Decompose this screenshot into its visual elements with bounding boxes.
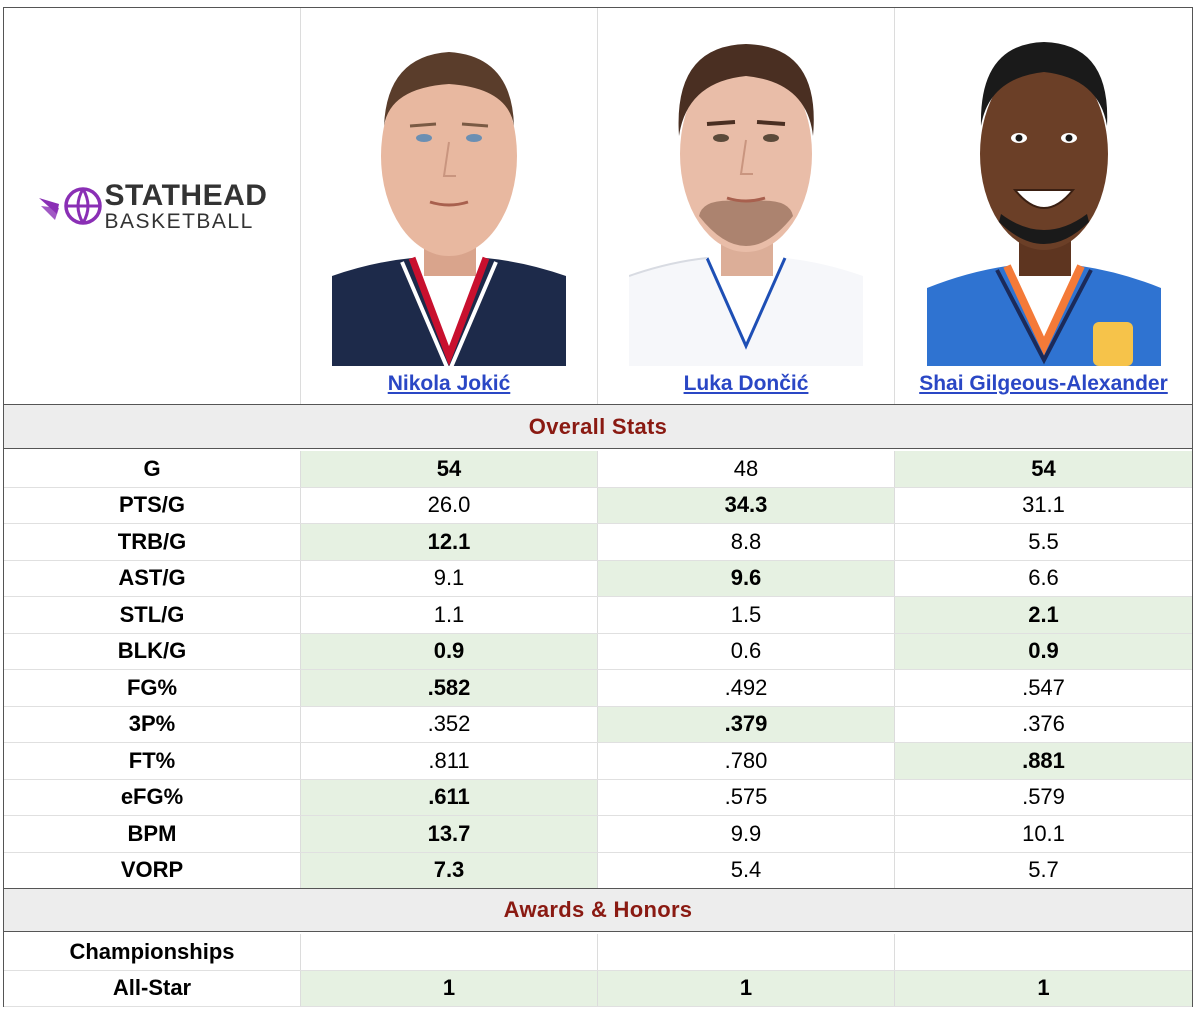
player-column-1: Nikola Jokić [301, 8, 598, 404]
stat-value: 0.6 [598, 633, 895, 669]
row-label: G [4, 451, 301, 487]
stat-value: 54 [895, 451, 1192, 487]
stat-value: 5.4 [598, 852, 895, 888]
player-column-2: Luka Dončić [598, 8, 895, 404]
stat-value: 9.9 [598, 816, 895, 852]
row-label: PTS/G [4, 487, 301, 523]
stat-value: .780 [598, 743, 895, 779]
stat-value: 34.3 [598, 487, 895, 523]
section-title: Overall Stats [528, 413, 668, 439]
table-row: AST/G 9.1 9.6 6.6 [4, 560, 1192, 597]
stat-value: 10.1 [1022, 820, 1065, 846]
row-label: BLK/G [4, 633, 301, 669]
row-label: AST/G [4, 560, 301, 596]
section-title: Awards & Honors [503, 897, 693, 922]
stat-value: 8.8 [598, 524, 895, 560]
comparison-table: STATHEAD BASKETBALL Nikola [3, 7, 1193, 1007]
player-header-row: STATHEAD BASKETBALL Nikola [4, 8, 1192, 405]
stat-value: 5.7 [1028, 857, 1059, 883]
table-row: TRB/G 12.1 8.8 5.5 [4, 524, 1192, 561]
row-label: Championships [4, 934, 301, 970]
stat-value: 26.0 [301, 487, 598, 523]
row-label: FT% [4, 743, 301, 779]
stat-value: 13.7 [301, 816, 598, 852]
table-row: eFG% .611.575 .579 [4, 779, 1192, 816]
stat-value: 9.1 [301, 560, 598, 596]
table-row: 3P% .352.379 .376 [4, 706, 1192, 743]
logo-wordmark-top: STATHEAD [104, 178, 268, 212]
stat-value: 9.6 [598, 560, 895, 596]
stat-value: 0.9 [301, 633, 598, 669]
stat-value: 1.1 [301, 597, 598, 633]
table-row: STL/G 1.1 1.5 2.1 [4, 597, 1192, 634]
stat-value: .379 [598, 706, 895, 742]
row-label: STL/G [4, 597, 301, 633]
stat-value: .492 [598, 670, 895, 706]
player-photo-doncic [629, 26, 863, 366]
stat-value: 6.6 [1028, 565, 1059, 591]
stat-value: 1 [895, 970, 1192, 1006]
row-label: VORP [4, 852, 301, 888]
awards-header: Awards & Honors [4, 888, 1192, 932]
stat-value [301, 934, 598, 970]
stat-value: 2.1 [895, 597, 1192, 633]
logo-wordmark-bottom: BASKETBALL [104, 209, 254, 233]
table-row: VORP 7.3 5.4 5.7 [4, 852, 1192, 889]
row-label: FG% [4, 670, 301, 706]
logo-cell: STATHEAD BASKETBALL [4, 8, 301, 404]
player-photo-jokic [332, 26, 566, 366]
overall-stats-header: Overall Stats [4, 405, 1192, 449]
stat-value: 48 [598, 451, 895, 487]
row-label: TRB/G [4, 524, 301, 560]
stat-value: .579 [1022, 784, 1065, 810]
stat-value: .376 [1022, 711, 1065, 737]
stat-value [895, 934, 1192, 970]
stat-value: .575 [598, 779, 895, 815]
stat-value: 1.5 [598, 597, 895, 633]
stat-value: .611 [301, 779, 598, 815]
stat-value: 1 [598, 970, 895, 1006]
player-column-3: Shai Gilgeous-Alexander [895, 8, 1192, 404]
stat-value: 54 [301, 451, 598, 487]
row-label: All-Star [4, 970, 301, 1006]
stat-value: .881 [895, 743, 1192, 779]
player-link-doncic[interactable]: Luka Dončić [683, 372, 809, 395]
stat-value: 1 [301, 970, 598, 1006]
player-link-jokic[interactable]: Nikola Jokić [387, 372, 511, 395]
stat-value [598, 934, 895, 970]
table-row: G 54 48 54 [4, 451, 1192, 488]
table-row: BPM 13.7 9.9 10.1 [4, 816, 1192, 853]
basketball-swoosh-icon [38, 187, 102, 225]
stat-value: 7.3 [301, 852, 598, 888]
table-row: FT% .811.780.881 [4, 743, 1192, 780]
row-label: eFG% [4, 779, 301, 815]
row-label: BPM [4, 816, 301, 852]
stat-value: 5.5 [1028, 528, 1059, 554]
stat-value: .352 [301, 706, 598, 742]
row-label: 3P% [4, 706, 301, 742]
table-row: BLK/G 0.9 0.6 0.9 [4, 633, 1192, 670]
stat-value: 12.1 [301, 524, 598, 560]
stat-value: .547 [1022, 674, 1065, 700]
stathead-logo[interactable]: STATHEAD BASKETBALL [37, 178, 268, 233]
table-row: FG% .582.492 .547 [4, 670, 1192, 707]
player-photo-gilgeous-alexander [926, 26, 1161, 366]
player-link-gilgeous-alexander[interactable]: Shai Gilgeous-Alexander [919, 372, 1168, 395]
table-row: Championships [4, 934, 1192, 971]
stat-value: 0.9 [895, 633, 1192, 669]
table-row: PTS/G 26.0 34.3 31.1 [4, 487, 1192, 524]
table-row: All-Star 1 1 1 [4, 970, 1192, 1007]
stat-value: .811 [301, 743, 598, 779]
stat-value: .582 [301, 670, 598, 706]
stat-value: 31.1 [1022, 492, 1065, 518]
